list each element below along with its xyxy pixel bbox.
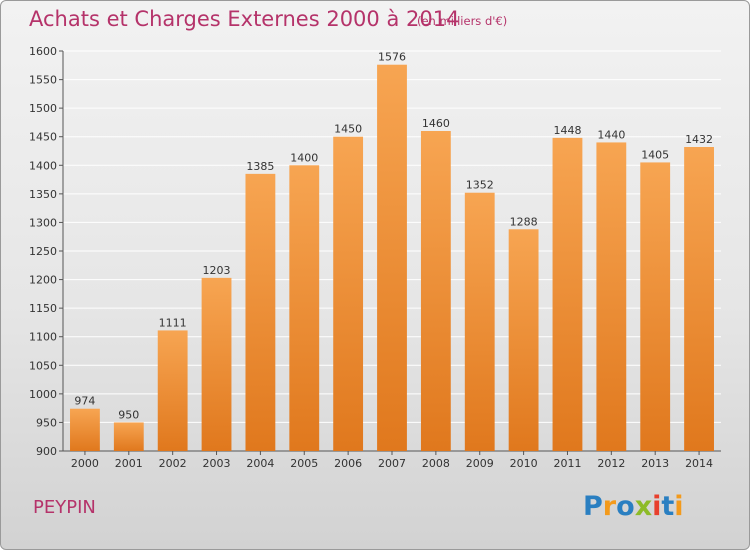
bar-2007 xyxy=(377,64,407,451)
x-tick-label: 2007 xyxy=(378,457,406,470)
x-tick-label: 2000 xyxy=(71,457,99,470)
x-tick-label: 2008 xyxy=(422,457,450,470)
x-tick-label: 2002 xyxy=(159,457,187,470)
chart-subtitle: (en milliers d'€) xyxy=(417,14,508,28)
y-tick-label: 1300 xyxy=(29,216,57,229)
y-tick-label: 1550 xyxy=(29,74,57,87)
bar-2013 xyxy=(640,162,671,451)
bar-2000 xyxy=(70,408,100,451)
y-tick-label: 1000 xyxy=(29,388,57,401)
y-tick-label: 1400 xyxy=(29,159,57,172)
x-tick-label: 2014 xyxy=(685,457,713,470)
bar-value-label: 1405 xyxy=(641,148,669,161)
y-tick-label: 1450 xyxy=(29,131,57,144)
x-tick-label: 2004 xyxy=(246,457,274,470)
x-tick-label: 2001 xyxy=(115,457,143,470)
proxiti-logo[interactable]: Proxiti xyxy=(583,489,703,523)
bar-value-label: 1432 xyxy=(685,133,713,146)
y-tick-label: 1200 xyxy=(29,274,57,287)
bar-value-label: 950 xyxy=(118,408,139,421)
bar-value-label: 1460 xyxy=(422,117,450,130)
y-tick-label: 1150 xyxy=(29,302,57,315)
x-tick-label: 2005 xyxy=(290,457,318,470)
commune-name: PEYPIN xyxy=(33,497,96,518)
bar-2009 xyxy=(464,192,495,451)
bar-2001 xyxy=(113,422,144,451)
bar-value-label: 1448 xyxy=(553,124,581,137)
y-tick-label: 950 xyxy=(36,416,57,429)
x-tick-label: 2012 xyxy=(597,457,625,470)
y-tick-label: 1100 xyxy=(29,331,57,344)
bar-value-label: 1576 xyxy=(378,51,406,64)
y-tick-label: 1250 xyxy=(29,245,57,258)
bar-value-label: 1385 xyxy=(246,160,274,173)
x-tick-label: 2010 xyxy=(510,457,538,470)
x-tick-label: 2003 xyxy=(203,457,231,470)
bar-2014 xyxy=(684,147,714,451)
bar-value-label: 974 xyxy=(74,395,95,408)
bar-value-label: 1111 xyxy=(159,316,187,329)
y-tick-label: 1500 xyxy=(29,102,57,115)
bar-2006 xyxy=(333,136,364,451)
y-tick-label: 1050 xyxy=(29,359,57,372)
bar-2008 xyxy=(420,131,451,451)
bar-value-label: 1352 xyxy=(466,179,494,192)
bar-value-label: 1450 xyxy=(334,123,362,136)
x-tick-label: 2013 xyxy=(641,457,669,470)
bar-value-label: 1203 xyxy=(203,264,231,277)
x-tick-label: 2009 xyxy=(466,457,494,470)
y-tick-label: 1350 xyxy=(29,188,57,201)
bar-value-label: 1288 xyxy=(510,215,538,228)
y-tick-label: 900 xyxy=(36,445,57,458)
chart-title: Achats et Charges Externes 2000 à 2014 xyxy=(29,7,460,31)
bar-2010 xyxy=(508,229,539,451)
bar-2011 xyxy=(552,137,583,451)
svg-text:Proxiti: Proxiti xyxy=(583,491,684,522)
bar-value-label: 1400 xyxy=(290,151,318,164)
bar-2002 xyxy=(157,330,188,451)
bar-value-label: 1440 xyxy=(597,128,625,141)
bar-2012 xyxy=(596,142,627,451)
bar-2003 xyxy=(201,277,232,451)
x-tick-label: 2006 xyxy=(334,457,362,470)
bar-2005 xyxy=(289,165,320,452)
bar-2004 xyxy=(245,173,276,451)
y-tick-label: 1600 xyxy=(29,45,57,58)
x-tick-label: 2011 xyxy=(553,457,581,470)
